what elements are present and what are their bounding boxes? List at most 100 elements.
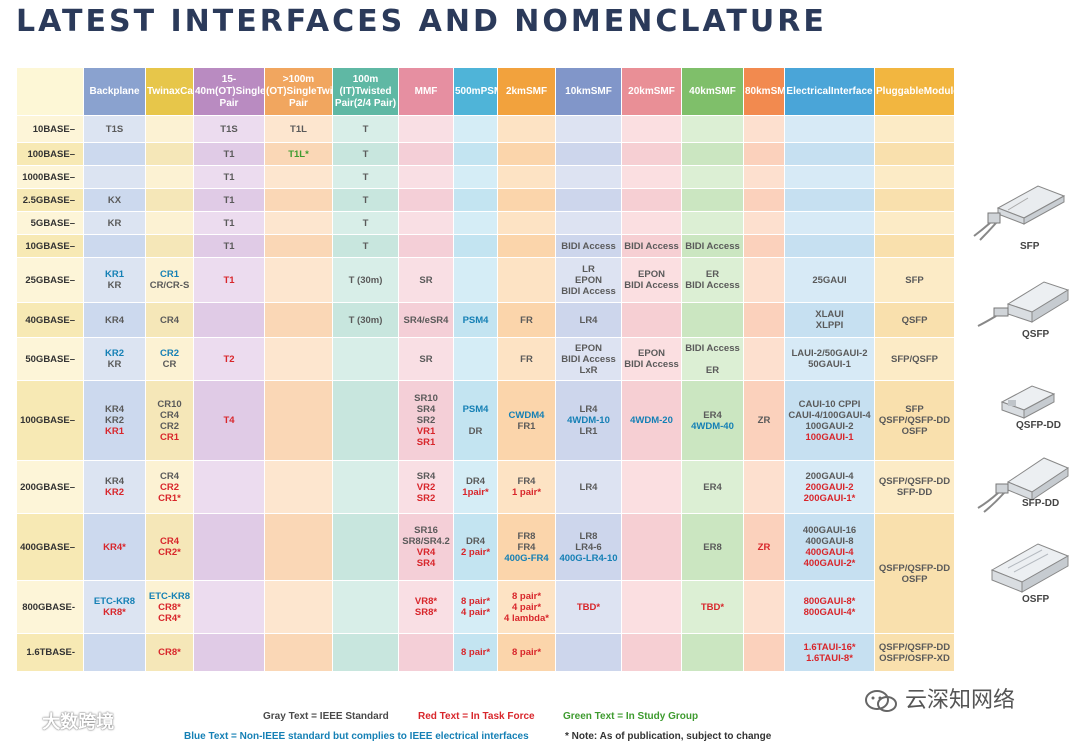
cell-entry: LR4-6 bbox=[575, 541, 602, 553]
cell-tp100it: T bbox=[332, 188, 399, 212]
row-label: 25GBASE– bbox=[16, 257, 84, 303]
cell-entry: CAUI-4/100GAUI-4 bbox=[788, 409, 871, 421]
cell-entry: KR bbox=[107, 280, 122, 291]
cell-mmf bbox=[398, 188, 454, 212]
cell-entry: CR2 bbox=[159, 481, 179, 493]
table-corner-cell bbox=[16, 67, 84, 116]
cell-smf80: ZR bbox=[743, 513, 785, 581]
table-row: 1.6TBASE- CR8* 8 pair* 8 pair* 1.6TAUI-16* 1.… bbox=[16, 633, 955, 672]
cell-mmf: SR bbox=[398, 337, 454, 381]
cell-entry: OSFP/OSFP-XD bbox=[879, 652, 950, 664]
cell-smf2: FR bbox=[497, 337, 556, 381]
cell-tp100ot bbox=[264, 165, 333, 189]
sfp-dd-module: SFP-DD bbox=[968, 444, 1078, 514]
cell-entry: 400GAUI-16 bbox=[802, 525, 857, 536]
cell-entry: CR4 bbox=[159, 314, 179, 326]
cell-backplane: KR1 KR bbox=[83, 257, 146, 303]
column-header-twinax: TwinaxCable bbox=[145, 67, 194, 116]
module-label: QSFP bbox=[1022, 329, 1050, 340]
cell-backplane bbox=[83, 633, 146, 672]
cell-electrical: 400GAUI-16 400GAUI-8 400GAUI-4 400GAUI-2* bbox=[784, 513, 875, 581]
cell-entry: KR bbox=[107, 217, 122, 229]
cell-smf20: 4WDM-20 bbox=[621, 380, 682, 461]
cell-mmf: SR4 VR2 SR2 bbox=[398, 460, 454, 514]
cell-twinax: ETC-KR8 CR8* CR4* bbox=[145, 580, 194, 634]
column-header-line: 2km bbox=[505, 85, 526, 97]
legend-blue: Blue Text = Non-IEEE standard but compli… bbox=[184, 731, 529, 742]
cell-smf10: LR8 LR4-6 400G-LR4-10 bbox=[555, 513, 622, 581]
table-header-row: Backplane TwinaxCable15-40m(OT)SingleTwis… bbox=[16, 67, 955, 116]
cell-entry: FR4 bbox=[517, 476, 536, 487]
cell-entry: KX bbox=[107, 194, 122, 206]
cell-entry: ER8 bbox=[703, 541, 722, 553]
cell-entry: T1S bbox=[220, 123, 238, 135]
cell-entry: KR1 bbox=[104, 269, 124, 280]
cell-entry: BIDI Access bbox=[624, 359, 679, 370]
module-label: SFP bbox=[1020, 241, 1040, 252]
cell-smf20: EPON BIDI Access bbox=[621, 257, 682, 303]
cell-psm4 bbox=[453, 188, 498, 212]
cell-twinax bbox=[145, 165, 194, 189]
table-row: 1000BASE– T1 T bbox=[16, 165, 955, 189]
cell-entry: QSFP/QSFP-DD bbox=[878, 415, 951, 426]
qsfp-dd-module-icon bbox=[1000, 385, 1056, 419]
cell-entry: 4 pair* bbox=[460, 607, 491, 618]
cell-entry: ZR bbox=[757, 415, 771, 426]
cell-entry: 1.6TAUI-16* bbox=[803, 641, 856, 653]
cell-smf2: 8 pair* bbox=[497, 633, 556, 672]
watermark-right-text: 云深知网络 bbox=[905, 688, 1016, 713]
osfp-module: OSFP bbox=[968, 534, 1078, 605]
cell-entry: 4 lambda* bbox=[504, 612, 549, 624]
column-header-line: Electrical bbox=[786, 85, 831, 97]
cell-smf80 bbox=[743, 165, 785, 189]
cell-smf80 bbox=[743, 257, 785, 303]
column-header-line: Pluggable bbox=[876, 85, 924, 97]
cell-entry: SR bbox=[419, 353, 433, 365]
column-header-tp15: 15-40m(OT)SingleTwisted Pair bbox=[193, 67, 265, 116]
column-header-line: Backplane bbox=[89, 85, 140, 97]
cell-entry: 400GAUI-2* bbox=[803, 558, 856, 569]
column-header-electrical: ElectricalInterface bbox=[784, 67, 875, 116]
cell-mmf bbox=[398, 234, 454, 258]
cell-pluggable: QSFP bbox=[874, 302, 955, 338]
cell-smf10 bbox=[555, 142, 622, 166]
cell-entry: CR2 bbox=[159, 420, 179, 432]
cell-pluggable bbox=[874, 142, 955, 166]
cell-entry: FR8 bbox=[517, 530, 536, 542]
cell-backplane: KR2 KR bbox=[83, 337, 146, 381]
cell-backplane: KX bbox=[83, 188, 146, 212]
cell-entry: SR10 bbox=[414, 393, 438, 404]
cell-entry: LR4 bbox=[579, 314, 598, 326]
cell-smf10 bbox=[555, 188, 622, 212]
column-header-line: Twisted Pair bbox=[289, 85, 333, 109]
row-label: 200GBASE– bbox=[16, 460, 84, 514]
cell-pluggable: SFP/QSFP bbox=[874, 337, 955, 381]
cell-entry: SR8/SR4.2 bbox=[402, 536, 450, 547]
cell-entry: SFP/QSFP bbox=[891, 353, 938, 365]
cell-smf20 bbox=[621, 513, 682, 581]
cell-entry: ER4 bbox=[703, 481, 722, 493]
cell-smf40 bbox=[681, 165, 744, 189]
cell-entry: DR4 bbox=[465, 476, 485, 487]
cell-twinax bbox=[145, 188, 194, 212]
cell-mmf bbox=[398, 633, 454, 672]
cell-smf10 bbox=[555, 633, 622, 672]
cell-smf80 bbox=[743, 115, 785, 143]
cell-mmf bbox=[398, 165, 454, 189]
column-header-line: PSM4 bbox=[480, 85, 497, 97]
cell-smf10: EPON BIDI Access LxR bbox=[555, 337, 622, 381]
cell-tp15: T1 bbox=[193, 165, 265, 189]
cell-entry: 8 pair* bbox=[511, 647, 542, 658]
cell-mmf: SR16 SR8/SR4.2 VR4 SR4 bbox=[398, 513, 454, 581]
cell-twinax: CR4 bbox=[145, 302, 194, 338]
cell-entry: T bbox=[362, 217, 369, 229]
cell-smf20 bbox=[621, 580, 682, 634]
column-header-smf20: 20kmSMF bbox=[621, 67, 682, 116]
cell-tp15: T1 bbox=[193, 211, 265, 235]
cell-entry: ETC-KR8 bbox=[93, 596, 136, 607]
cell-tp100it: T bbox=[332, 234, 399, 258]
cell-twinax bbox=[145, 115, 194, 143]
cell-entry: 8 pair* bbox=[460, 647, 491, 658]
cell-smf2: FR4 1 pair* bbox=[497, 460, 556, 514]
column-header-mmf: MMF bbox=[398, 67, 454, 116]
